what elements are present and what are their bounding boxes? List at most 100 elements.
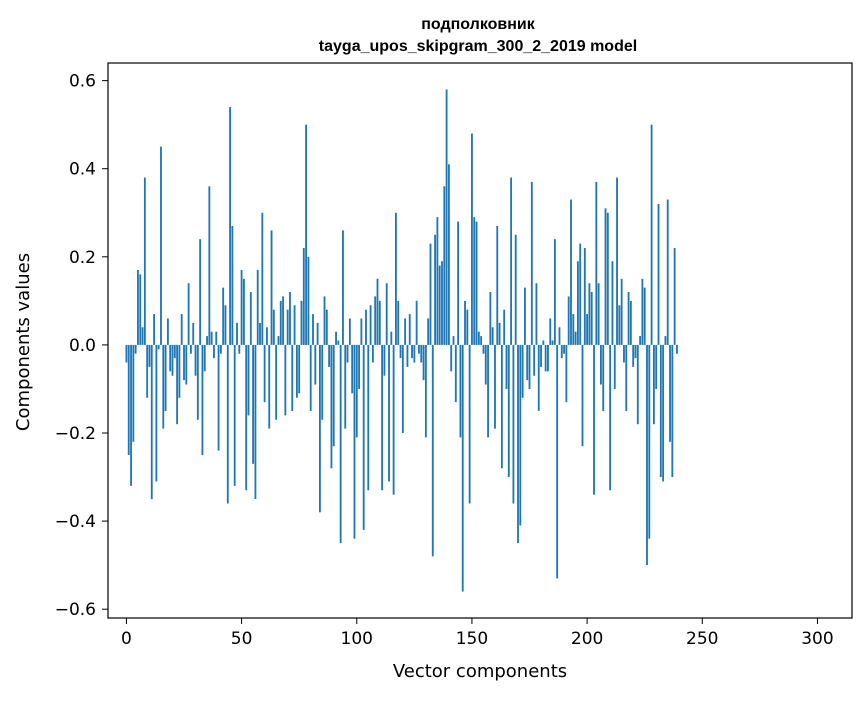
y-tick-label: −0.2 bbox=[55, 424, 96, 444]
bar bbox=[652, 344, 655, 425]
bar bbox=[487, 344, 489, 438]
bar bbox=[411, 344, 413, 359]
bar bbox=[482, 344, 485, 354]
bar bbox=[445, 89, 448, 345]
bar bbox=[245, 344, 248, 491]
bar bbox=[369, 305, 372, 345]
bar bbox=[475, 221, 478, 345]
bar bbox=[512, 344, 515, 504]
bar bbox=[201, 344, 204, 456]
y-tick-label: −0.6 bbox=[55, 600, 96, 620]
bar bbox=[401, 344, 404, 433]
bar bbox=[166, 318, 169, 345]
bar bbox=[556, 344, 559, 579]
bar bbox=[148, 344, 151, 367]
bar bbox=[210, 331, 213, 345]
bar bbox=[263, 344, 266, 403]
bar bbox=[215, 331, 218, 345]
bar bbox=[233, 344, 236, 486]
bar bbox=[397, 300, 400, 345]
bar bbox=[549, 318, 552, 345]
bar bbox=[431, 344, 434, 557]
bar bbox=[353, 344, 356, 539]
bar bbox=[514, 234, 517, 345]
bar bbox=[544, 344, 547, 372]
y-tick-label: −0.4 bbox=[55, 512, 96, 532]
bar bbox=[422, 344, 425, 381]
bar bbox=[360, 318, 363, 345]
bar bbox=[666, 199, 669, 345]
bar bbox=[187, 283, 190, 345]
bar bbox=[636, 344, 639, 425]
y-tick-label: 0.6 bbox=[69, 72, 96, 92]
bar bbox=[222, 287, 225, 345]
bar bbox=[150, 344, 153, 500]
bar bbox=[261, 212, 264, 345]
x-axis-label: Vector components bbox=[393, 661, 567, 682]
bar bbox=[293, 305, 296, 345]
bar bbox=[528, 344, 531, 389]
bar bbox=[383, 344, 386, 376]
bar bbox=[586, 314, 589, 345]
bar bbox=[130, 344, 132, 486]
bar bbox=[395, 212, 397, 345]
bar bbox=[224, 305, 227, 345]
bar bbox=[579, 243, 582, 345]
bar bbox=[249, 292, 252, 345]
bar bbox=[381, 344, 384, 491]
bar bbox=[616, 177, 618, 345]
bar bbox=[406, 344, 409, 367]
bar bbox=[125, 344, 128, 363]
bar bbox=[259, 322, 261, 345]
bar bbox=[314, 344, 317, 385]
bar bbox=[676, 344, 678, 354]
x-tick-label: 250 bbox=[686, 629, 718, 649]
bar bbox=[169, 344, 172, 372]
bar bbox=[657, 203, 660, 345]
bar bbox=[468, 344, 471, 504]
bar bbox=[452, 336, 455, 345]
bar bbox=[424, 344, 427, 438]
bar bbox=[376, 278, 379, 345]
y-tick-label: 0.2 bbox=[69, 248, 96, 268]
bar bbox=[570, 199, 572, 345]
bar bbox=[392, 344, 395, 495]
x-axis-ticks: 0 50 100 150 200 250 300 bbox=[121, 618, 834, 649]
bar bbox=[309, 344, 312, 411]
bar bbox=[199, 239, 202, 345]
bar bbox=[648, 344, 651, 539]
bar bbox=[420, 344, 423, 363]
bar bbox=[454, 344, 457, 403]
bar bbox=[471, 133, 473, 345]
bar bbox=[441, 261, 443, 345]
bar bbox=[507, 344, 510, 478]
bar bbox=[510, 177, 513, 345]
bar bbox=[247, 344, 250, 416]
bar bbox=[551, 340, 554, 345]
bar bbox=[418, 344, 420, 354]
bar bbox=[466, 309, 469, 345]
bar bbox=[385, 283, 388, 345]
bar bbox=[337, 340, 340, 345]
bar bbox=[609, 344, 612, 491]
bar bbox=[664, 336, 667, 345]
bar bbox=[378, 300, 381, 345]
bar bbox=[459, 344, 462, 438]
bar bbox=[275, 344, 278, 420]
bar bbox=[242, 278, 245, 345]
bar bbox=[473, 217, 476, 345]
bar bbox=[606, 212, 609, 345]
bar bbox=[190, 344, 192, 354]
bar bbox=[342, 230, 344, 345]
bar bbox=[335, 331, 337, 345]
bar bbox=[574, 331, 577, 345]
bar bbox=[330, 344, 333, 469]
bar bbox=[500, 344, 503, 469]
bar bbox=[332, 344, 335, 447]
bar bbox=[450, 344, 453, 372]
bar bbox=[351, 344, 354, 394]
bar bbox=[593, 344, 595, 495]
bar bbox=[646, 344, 648, 566]
